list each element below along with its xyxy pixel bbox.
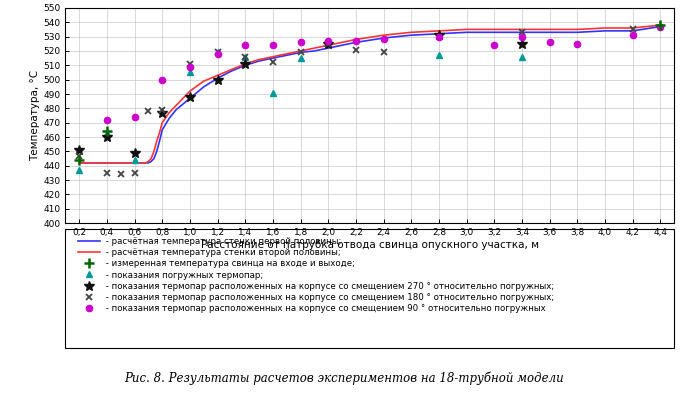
Y-axis label: Температура, °C: Температура, °C <box>30 70 41 161</box>
Text: Рис. 8. Результаты расчетов экспериментов на 18-трубной модели: Рис. 8. Результаты расчетов эксперименто… <box>124 372 564 385</box>
Legend:  - расчётная температура стенки первой половины;,  - расчётная температура стенк: - расчётная температура стенки первой по… <box>76 235 557 316</box>
X-axis label: Расстояние от патрубка отвода свинца опускного участка, м: Расстояние от патрубка отвода свинца опу… <box>201 240 539 250</box>
